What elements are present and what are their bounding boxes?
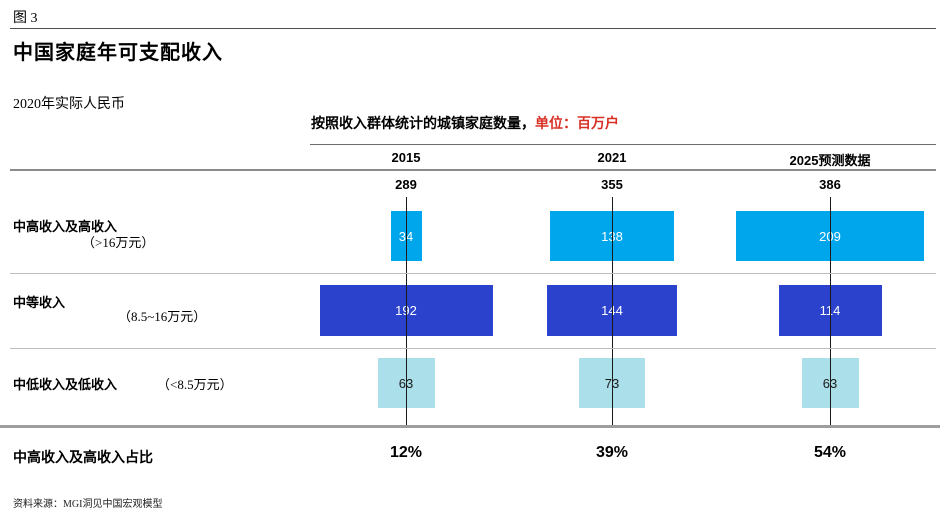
subtitle: 2020年实际人民币 (13, 97, 125, 112)
chart-header-label: 按照收入群体统计的城镇家庭数量， (311, 117, 535, 132)
column-total-2025: 386 (819, 177, 841, 192)
row-divider-1 (10, 273, 936, 274)
column-header-2015: 2015 (391, 150, 421, 165)
row-label-upper-income: 中高收入及高收入 (13, 219, 118, 234)
source-note: 资料来源：MGI洞见中国宏观模型 (13, 499, 163, 510)
row-label-middle-income: 中等收入 (13, 295, 66, 310)
row-range-upper-income: （>16万元） (82, 235, 155, 250)
share-value-2025: 54% (813, 444, 847, 461)
column-axis-line-2 (612, 197, 613, 426)
chart-header: 按照收入群体统计的城镇家庭数量，单位：百万户 (311, 113, 619, 133)
row-range-middle-income: （8.5~16万元） (118, 309, 207, 324)
share-row-label: 中高收入及高收入占比 (13, 451, 153, 466)
share-value-2021: 39% (595, 444, 629, 461)
column-total-2015: 289 (395, 177, 417, 192)
divider-chart-header (310, 144, 936, 145)
column-header-2021: 2021 (597, 150, 627, 165)
share-value-2015: 12% (389, 444, 423, 461)
column-axis-line-1 (406, 197, 407, 426)
figure-label: 图 3 (13, 11, 38, 26)
column-header-2025: 2025预测数据 (789, 153, 871, 168)
column-axis-line-3 (830, 197, 831, 426)
divider-column-headers (10, 169, 936, 171)
chart-header-unit: 单位：百万户 (535, 117, 619, 132)
column-total-2021: 355 (601, 177, 623, 192)
page-title: 中国家庭年可支配收入 (13, 42, 223, 64)
divider-share-row (0, 425, 940, 428)
divider-top (10, 28, 936, 29)
row-divider-2 (10, 348, 936, 349)
row-label-lower-income: 中低收入及低收入 (13, 377, 118, 392)
row-range-lower-income: （<8.5万元） (157, 377, 233, 392)
